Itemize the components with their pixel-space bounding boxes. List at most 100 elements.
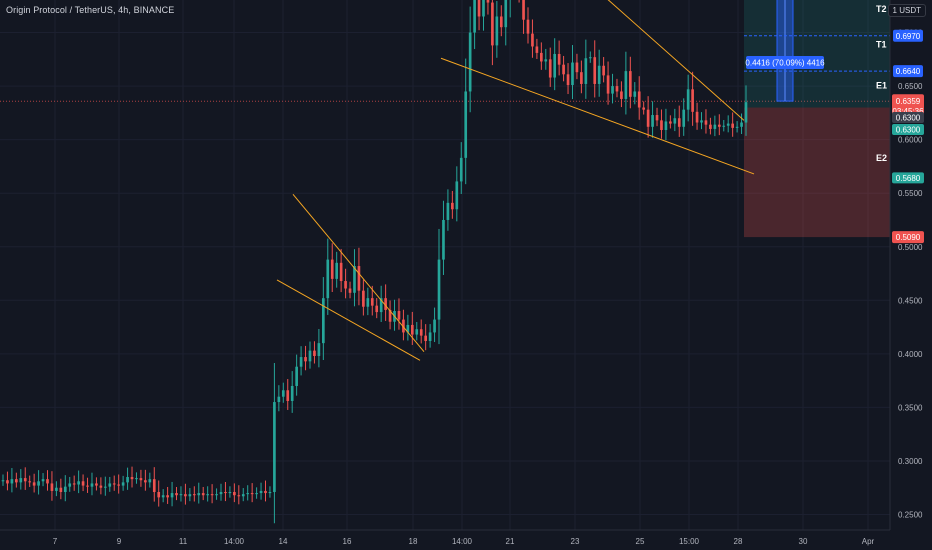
candle (548, 47, 552, 87)
candle (233, 483, 236, 503)
candle (28, 475, 32, 487)
candle-body (108, 483, 112, 487)
candle (170, 481, 174, 507)
candle (281, 382, 285, 403)
price-axis[interactable]: 0.2500 0.3000 0.3500 0.4000 0.4500 0.5000 0.55… (889, 0, 923, 530)
candle (375, 298, 379, 319)
y-tick-label: 0.4000 (898, 350, 923, 359)
candle-body (370, 298, 374, 306)
candle (691, 71, 694, 126)
x-tick-label: 11 (179, 537, 188, 546)
candle-body (357, 266, 361, 291)
candle (642, 101, 646, 115)
candle (161, 489, 165, 503)
candle-body (628, 71, 632, 97)
candle (250, 483, 254, 503)
candle (103, 476, 107, 496)
candle (535, 38, 539, 59)
candle-body (424, 335, 427, 341)
candle (419, 319, 423, 344)
candle-body (588, 57, 592, 59)
candle (166, 486, 169, 504)
candle (63, 475, 67, 502)
candle-body (179, 494, 183, 496)
candle (540, 42, 543, 70)
candle-body (304, 357, 307, 362)
candle-body (126, 477, 129, 483)
candle-body (686, 89, 690, 110)
candle (188, 488, 192, 502)
candle-body (651, 115, 654, 127)
y-tick-label: 0.6000 (898, 136, 923, 145)
y-tick-label: 0.2500 (898, 511, 923, 520)
candle (580, 60, 583, 94)
candle (192, 486, 196, 502)
candle-body (228, 492, 232, 494)
candle (41, 473, 45, 487)
candle (397, 298, 401, 330)
candle (495, 1, 499, 58)
candle-body (55, 487, 58, 491)
candle (518, 0, 520, 3)
candle-body (704, 120, 708, 125)
candle-body (268, 492, 272, 494)
candle-body (731, 123, 734, 128)
candle-body (32, 482, 36, 486)
candle (384, 284, 387, 321)
candle (215, 488, 218, 500)
price-axis-badges: 0.95000.90250.85650.81500.77500.73700.69… (892, 29, 924, 244)
candle-body (99, 485, 103, 488)
candle (259, 482, 263, 500)
target-label: T1 (876, 40, 887, 50)
loss-zone (744, 107, 890, 238)
trendlines[interactable] (276, 0, 755, 361)
candle-body (170, 493, 174, 498)
candle-body (1, 480, 5, 482)
candle (184, 483, 187, 505)
time-axis[interactable]: 7 9 11 14:00 14 16 18 14:00 21 23 25 15:00 28 30 Apr (0, 529, 890, 546)
candle (704, 109, 708, 134)
target-badge (893, 29, 923, 42)
candle (228, 486, 232, 498)
profit-zone (744, 0, 890, 108)
candle (726, 115, 730, 133)
candle (144, 469, 147, 491)
candle-body (540, 52, 543, 62)
chart-title: Origin Protocol / TetherUS, 4h, BINANCE (6, 5, 175, 15)
candle (468, 6, 472, 113)
target-label: E2 (876, 153, 887, 163)
candle-body (495, 16, 499, 46)
trendline (292, 193, 425, 353)
candle-body (121, 482, 125, 486)
candle-body (326, 259, 330, 299)
candle-body (384, 298, 387, 310)
stop-badge: 0.5090 (896, 233, 921, 242)
x-tick-label: 15:00 (679, 537, 700, 546)
y-tick-label: 0.3500 (898, 403, 923, 412)
candle (10, 468, 14, 493)
x-tick-label: 25 (636, 537, 645, 546)
candle-body (477, 0, 481, 17)
candle-body (646, 109, 650, 127)
currency-button[interactable]: 1 USDT (887, 4, 926, 17)
candle (459, 142, 463, 195)
candle (611, 73, 614, 104)
candle (353, 249, 356, 307)
candle-body (59, 487, 63, 493)
candle (157, 480, 161, 507)
candle-body (709, 124, 712, 129)
candle-body (290, 385, 294, 401)
x-tick-label: 16 (343, 537, 352, 546)
countdown-value: 03:45:36 (892, 107, 924, 116)
candle-body (219, 492, 223, 495)
candle (335, 251, 339, 288)
trendline (276, 279, 421, 361)
candle (1, 474, 5, 486)
candle (339, 248, 343, 293)
candle (700, 112, 703, 130)
candle (81, 474, 85, 492)
candle (32, 473, 36, 493)
y-tick-label: 0.3000 (898, 457, 923, 466)
candle (72, 475, 76, 491)
